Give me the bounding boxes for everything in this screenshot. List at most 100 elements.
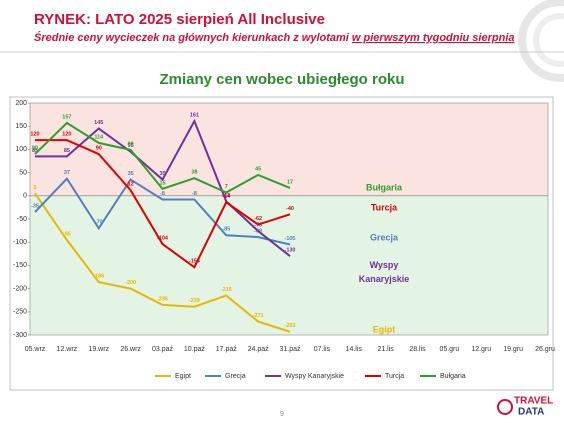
value-label: -186 <box>93 274 104 280</box>
legend-label: Bułgaria <box>440 373 466 380</box>
value-label: -239 <box>189 298 200 304</box>
logo-top: TRAVEL <box>514 396 553 407</box>
x-tick-label: 03.paź <box>152 346 174 353</box>
annotation: Bułgaria <box>366 182 403 192</box>
value-label: 161 <box>190 113 199 119</box>
value-label: -40 <box>286 206 294 212</box>
y-tick-label: -300 <box>13 332 27 339</box>
annotation: Grecja <box>370 232 399 242</box>
x-tick-label: 28.lis <box>409 346 426 353</box>
x-tick-label: 19.wrz <box>88 346 109 353</box>
x-tick-label: 05.wrz <box>25 346 46 353</box>
value-label: 90 <box>96 145 102 151</box>
value-label: 5 <box>33 185 36 191</box>
value-label: 15 <box>159 180 165 186</box>
y-tick-label: -100 <box>13 239 27 246</box>
decor <box>533 13 564 67</box>
annotation: Turcja <box>371 202 398 212</box>
value-label: -14 <box>222 194 231 200</box>
value-label: -154 <box>189 259 201 265</box>
value-label: -35 <box>31 203 39 209</box>
annotation: Wyspy Kanaryjskie <box>359 260 410 284</box>
x-tick-label: 07.lis <box>314 346 331 353</box>
value-label: 37 <box>64 170 70 176</box>
x-tick-label: 12.wrz <box>57 346 78 353</box>
subtitle: Średnie ceny wycieczek na głównych kieru… <box>34 31 515 44</box>
annotation: Egipt <box>373 324 396 334</box>
value-label: 145 <box>94 120 103 126</box>
x-tick-label: 10.paź <box>184 346 206 353</box>
title: RYNEK: LATO 2025 sierpień All Inclusive <box>34 11 325 28</box>
negative-zone <box>30 195 548 335</box>
series-line <box>34 177 291 246</box>
logo-bottom: DATA <box>518 407 544 418</box>
annotation-line: Kanaryjskie <box>359 274 410 284</box>
value-label: -8 <box>192 191 197 197</box>
value-label: -271 <box>253 313 264 319</box>
logo-icon <box>497 399 513 415</box>
value-label: 38 <box>191 170 197 176</box>
series-line <box>34 121 291 194</box>
value-label: -70 <box>95 220 103 226</box>
value-label: -293 <box>284 323 295 329</box>
series-line <box>35 118 291 257</box>
value-label: -104 <box>157 236 169 242</box>
value-label: 45 <box>255 166 261 172</box>
legend-label: Egipt <box>175 373 191 380</box>
chart-title: Zmiany cen wobec ubiegłego roku <box>159 71 404 88</box>
y-tick-label: -150 <box>13 262 27 269</box>
y-tick-label: 200 <box>15 100 27 107</box>
decor <box>518 0 564 82</box>
value-label: 99 <box>128 141 134 147</box>
y-tick-label: -250 <box>13 309 27 316</box>
x-tick-label: 17.paź <box>216 346 238 353</box>
value-label: 7 <box>225 184 228 190</box>
value-label: -105 <box>284 236 295 242</box>
series-line <box>34 192 291 333</box>
value-label: 120 <box>62 132 71 138</box>
y-tick-label: 0 <box>23 193 27 200</box>
y-tick-label: -200 <box>13 285 27 292</box>
value-label: 90 <box>32 145 38 151</box>
subtitle-underlined: w pierwszym tygodniu sierpnia <box>352 32 515 44</box>
value-label: -215 <box>221 287 232 293</box>
value-label: 17 <box>287 179 293 185</box>
value-label: -8 <box>160 191 165 197</box>
subtitle-text: Średnie ceny wycieczek na głównych kieru… <box>34 31 350 44</box>
x-tick-label: 24.paź <box>248 346 270 353</box>
x-tick-label: 12.gru <box>471 346 491 353</box>
value-label: -62 <box>254 216 262 222</box>
series-line <box>35 139 291 269</box>
value-label: -130 <box>284 248 295 254</box>
x-tick-label: 26.gru <box>535 346 555 353</box>
value-label: 95 <box>128 143 134 149</box>
x-tick-label: 26.wrz <box>120 346 141 353</box>
x-tick-label: 14.lis <box>346 346 363 353</box>
y-tick-label: -50 <box>17 216 27 223</box>
value-label: 85 <box>32 148 38 154</box>
value-label: -95 <box>63 231 71 237</box>
x-tick-label: 31.paź <box>279 346 301 353</box>
legend-label: Wyspy Kanaryjskie <box>285 373 344 380</box>
value-label: 35 <box>128 171 134 177</box>
legend-label: Grecja <box>225 373 246 380</box>
x-tick-label: 19.gru <box>503 346 523 353</box>
y-tick-label: 100 <box>15 146 27 153</box>
y-tick-label: 50 <box>19 169 27 176</box>
positive-zone <box>30 103 548 196</box>
value-label: 12 <box>128 182 134 188</box>
x-tick-label: 05.gru <box>439 346 459 353</box>
y-tick-label: 150 <box>15 123 27 130</box>
value-label: 85 <box>64 148 70 154</box>
value-label: -200 <box>125 280 136 286</box>
value-label: 157 <box>62 114 71 120</box>
value-label: 114 <box>94 134 104 140</box>
value-label: -235 <box>157 296 168 302</box>
value-label: -12 <box>222 193 230 199</box>
page-number: 9 <box>280 411 284 418</box>
annotation-line: Wyspy <box>370 260 399 270</box>
value-label: 120 <box>30 132 39 138</box>
value-label: -85 <box>222 227 230 233</box>
